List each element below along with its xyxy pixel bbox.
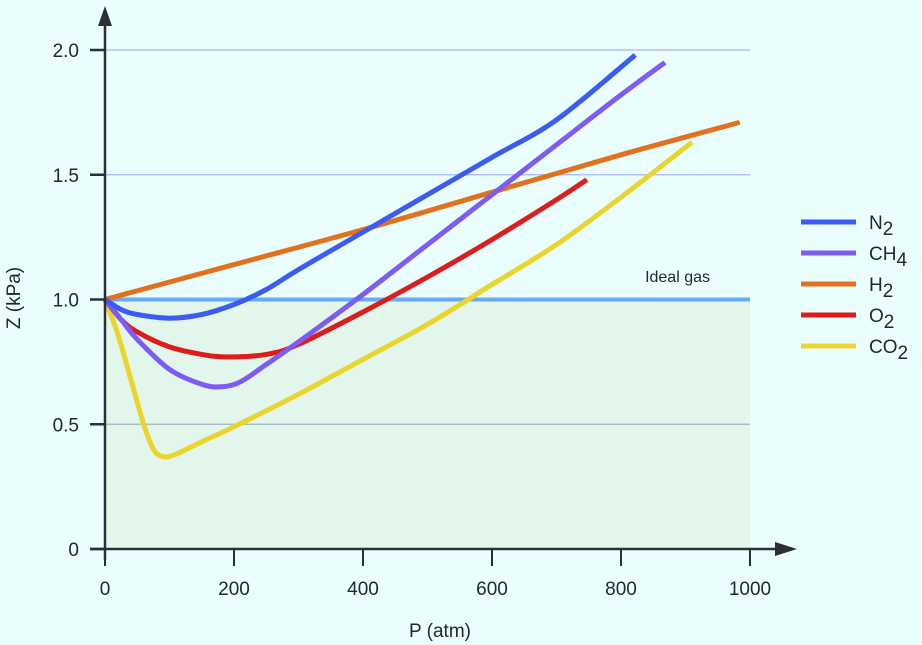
series-layer [102, 53, 741, 460]
legend-label: CO2 [869, 337, 908, 364]
series-line-h2 [104, 119, 741, 302]
x-axis-title: P (atm) [409, 621, 471, 642]
x-tick-label: 1000 [729, 579, 771, 600]
y-axis-title: Z (kPa) [4, 267, 25, 329]
series-line-ch4 [103, 60, 667, 390]
legend-item-ch4: CH4 [801, 244, 907, 271]
x-tick-label: 0 [100, 579, 111, 600]
x-axis-arrow-icon [775, 542, 797, 556]
tick-layer: 0 0.5 1.0 1.5 2.0 0 200 400 600 800 1000 [53, 41, 772, 600]
x-tick-label: 800 [605, 579, 637, 600]
x-tick-label: 200 [218, 579, 250, 600]
ideal-gas-label: Ideal gas [645, 269, 710, 286]
legend: N2 CH4 H2 O2 CO2 [801, 213, 908, 364]
legend-item-co2: CO2 [801, 337, 908, 364]
legend-item-n2: N2 [801, 213, 893, 240]
y-axis-arrow-icon [98, 6, 112, 26]
legend-label: N2 [869, 213, 893, 240]
legend-item-h2: H2 [801, 275, 893, 302]
series-line-n2 [103, 53, 637, 321]
x-tick-label: 400 [347, 579, 379, 600]
legend-label: O2 [869, 306, 894, 333]
legend-label: H2 [869, 275, 893, 302]
y-tick-label: 0.5 [53, 415, 79, 436]
axes [90, 6, 797, 560]
y-tick-label: 1.0 [53, 291, 79, 312]
y-tick-label: 2.0 [53, 41, 79, 62]
y-tick-label: 1.5 [53, 166, 79, 187]
series-line-o2 [103, 177, 589, 360]
series-line-co2 [102, 140, 694, 460]
legend-label: CH4 [869, 244, 907, 271]
x-tick-label: 600 [476, 579, 508, 600]
y-tick-label: 0 [68, 540, 79, 561]
legend-item-o2: O2 [801, 306, 894, 333]
